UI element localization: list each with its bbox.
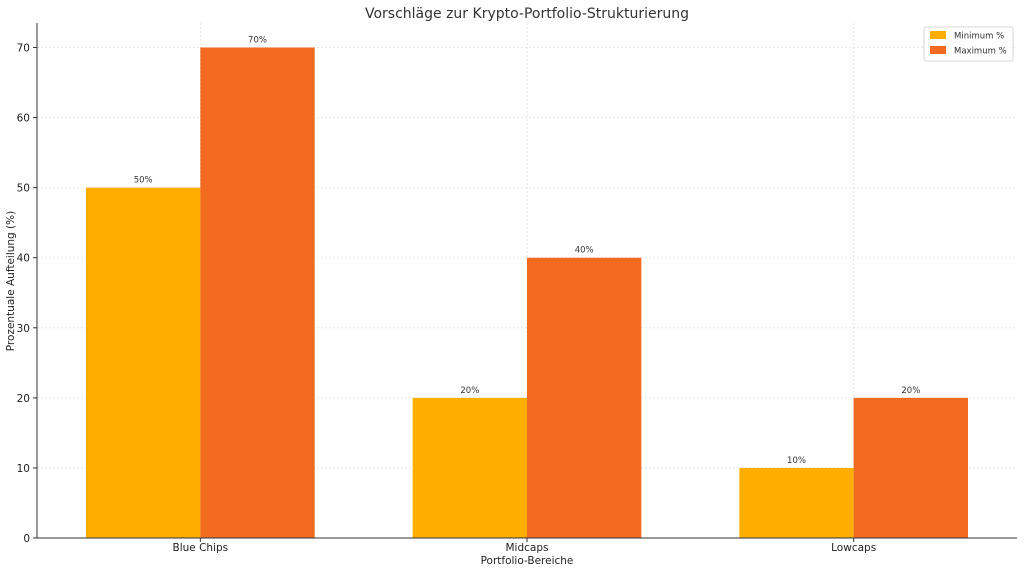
y-axis-label: Prozentuale Aufteilung (%) [5,211,17,351]
bar-maximum-lowcaps [853,397,968,538]
data-label: 50% [134,176,153,186]
axes: 0 10 20 30 40 50 60 70 Blue Chips Midcaps Lowcaps [17,23,1017,554]
x-axis-label: Portfolio-Bereiche [481,555,574,567]
x-tick-label: Midcaps [506,542,549,554]
y-tick-label: 60 [17,113,30,125]
y-tick-label: 40 [17,253,30,265]
data-label: 70% [248,36,267,46]
y-tick-label: 30 [17,323,30,335]
legend-swatch [930,46,946,54]
bar-minimum-blue-chips [86,187,201,539]
x-tick-label: Lowcaps [831,542,876,554]
bar-maximum-midcaps [527,257,642,538]
legend-box [923,26,1014,62]
y-tick-label: 20 [17,393,30,405]
chart-title: Vorschläge zur Krypto-Portfolio-Struktur… [365,6,689,22]
x-tick-label: Blue Chips [173,542,229,554]
legend: Minimum % Maximum % [923,26,1014,62]
data-labels: 50% 20% 10% 70% 40% 20% [134,36,921,466]
bar-minimum-midcaps [412,397,527,538]
data-label: 20% [901,386,920,396]
data-label: 20% [460,386,479,396]
bar-maximum-blue-chips [200,47,315,539]
bars [86,47,968,539]
y-tick-label: 0 [23,533,30,545]
y-tick-label: 70 [17,43,30,55]
legend-label: Maximum % [954,47,1007,57]
legend-label: Minimum % [954,32,1004,42]
y-tick-label: 10 [17,463,30,475]
legend-swatch [930,31,946,39]
bar-minimum-lowcaps [739,467,854,538]
y-tick-label: 50 [17,183,30,195]
data-label: 40% [575,246,594,256]
data-label: 10% [787,456,806,466]
